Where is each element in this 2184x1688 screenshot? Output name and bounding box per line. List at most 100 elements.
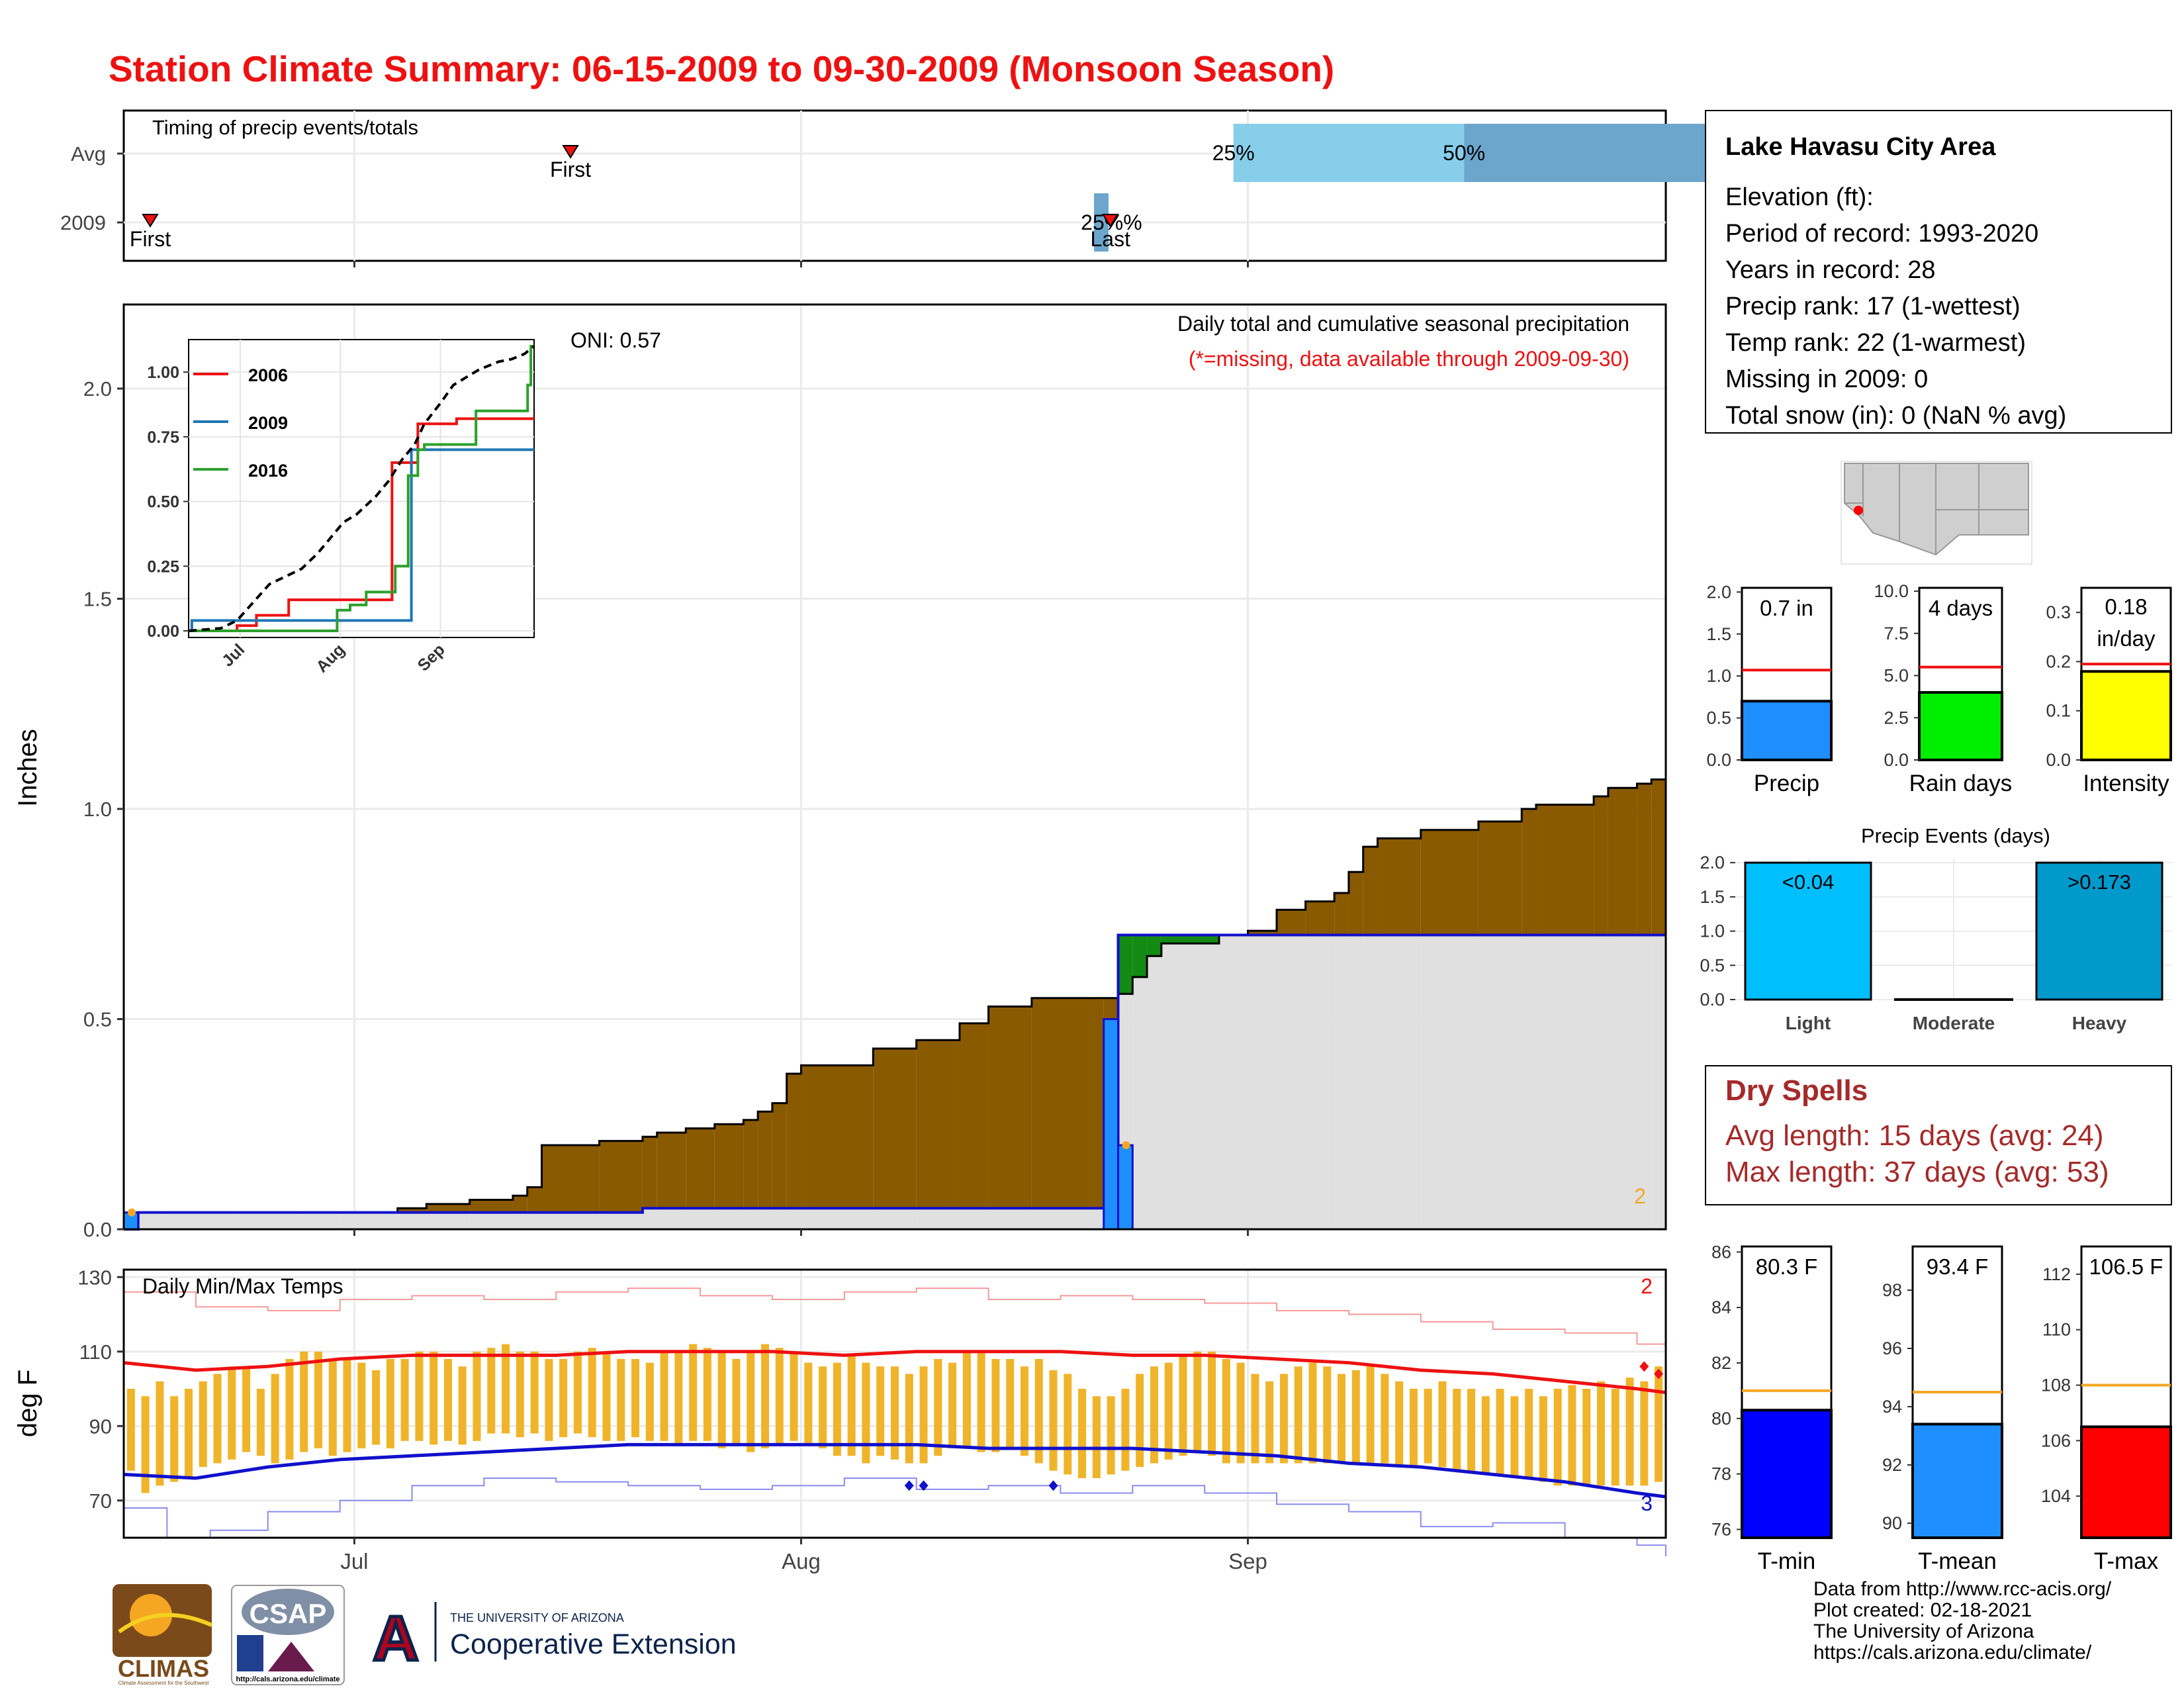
base-fill-segment (1594, 935, 1608, 1229)
avg-above-2009-segment (657, 1132, 686, 1209)
temp-range-bar (833, 1362, 841, 1456)
temp-record-low-marker (904, 1480, 914, 1491)
temp-range-bar (1323, 1366, 1332, 1464)
csap-wordmark: CSAP (250, 1598, 327, 1629)
raindays-gauge-tick-label: 5.0 (1884, 666, 1909, 686)
timing-2009-iqr (1094, 193, 1109, 252)
temp-range-bar (1279, 1374, 1288, 1464)
temp-range-bar (674, 1351, 683, 1445)
intensity-gauge-tick-label: 0.1 (2046, 701, 2071, 721)
temp-range-bar (199, 1381, 207, 1468)
temp-range-bar (415, 1351, 424, 1441)
base-fill-segment (1218, 935, 1248, 1229)
tmin-gauge-tick-label: 84 (1711, 1297, 1731, 1317)
timing-2009-last-label: Last (1091, 227, 1131, 251)
base-fill-segment (801, 1208, 874, 1229)
temp-range-bar (1395, 1381, 1404, 1468)
temp-range-bar (256, 1389, 265, 1456)
precip-gauge-tick-label: 0.0 (1706, 750, 1731, 770)
avg-above-2009-segment (426, 1203, 470, 1213)
temp-range-bar (962, 1351, 971, 1448)
events-tick-label: 1.0 (1700, 921, 1725, 941)
timing-2009-first-marker (142, 214, 159, 228)
tmin-gauge-tick-label: 76 (1711, 1519, 1731, 1539)
events-tick-label: 1.5 (1700, 887, 1725, 907)
base-fill-segment (1420, 935, 1479, 1229)
timing-row-avg: Avg (71, 142, 106, 165)
temp-range-bar (1020, 1366, 1028, 1456)
temp-range-bar (876, 1366, 885, 1456)
temp-range-bar (228, 1366, 236, 1460)
x-tick-label-jul: Jul (340, 1549, 368, 1573)
station-years: Years in record: 28 (1725, 256, 1936, 284)
tmax-gauge-tick-label: 112 (2042, 1264, 2071, 1284)
base-fill-segment (1363, 935, 1378, 1229)
timing-2009-first-label: First (130, 227, 171, 251)
temp-range-bar (1611, 1389, 1619, 1486)
precip-y-tick-label: 0.0 (83, 1218, 112, 1241)
tmin-gauge-tick-label: 80 (1711, 1409, 1731, 1429)
base-fill-segment (1132, 977, 1148, 1229)
tmean-gauge-tick-label: 90 (1882, 1513, 1902, 1533)
precip-events-title: Precip Events (days) (1861, 824, 2050, 847)
temp-y-tick-label: 70 (89, 1489, 112, 1513)
temp-range-bar (1179, 1355, 1187, 1456)
temp-range-bar (400, 1359, 409, 1441)
temp-range-bar (588, 1348, 596, 1438)
temp-record-high-marker (1639, 1361, 1649, 1372)
base-fill-segment (772, 1208, 787, 1229)
dry-spells-avg: Avg length: 15 days (avg: 24) (1725, 1119, 2104, 1152)
temp-range-bar (300, 1351, 308, 1452)
tmax-gauge-tick-label: 108 (2041, 1376, 2071, 1395)
tmax-gauge-value-label: 106.5 F (2089, 1254, 2163, 1279)
tmean-gauge-value-bar (1911, 1423, 2003, 1539)
temp-range-bar (1597, 1381, 1606, 1486)
daily-precip-bar-2 (1117, 1144, 1134, 1231)
avg-above-2009-segment (873, 1048, 917, 1209)
temp-y-tick-label: 110 (79, 1340, 112, 1364)
base-fill-segment (1377, 935, 1421, 1229)
base-fill-segment (1147, 956, 1161, 1229)
avg-above-2009-segment (1334, 893, 1349, 935)
precip-y-tick-label: 1.0 (83, 798, 112, 821)
locator-map (1841, 461, 2032, 565)
tmean-gauge-label: T-mean (1918, 1548, 1997, 1574)
climas-wordmark: CLIMAS (118, 1655, 209, 1682)
temp-range-bar (1351, 1370, 1360, 1464)
temp-range-bar (602, 1351, 611, 1441)
temp-range-bar (919, 1366, 928, 1464)
tmax-gauge-value-bar (2080, 1425, 2172, 1539)
temp-high-count: 2 (1641, 1274, 1653, 1298)
intensity-gauge-value-bar (2080, 670, 2172, 761)
ua-logo: A THE UNIVERSITY OF ARIZONA Cooperative … (371, 1602, 737, 1676)
timing-avg-p50-label: 50% (1443, 141, 1485, 165)
precip-gauge-label: Precip (1754, 771, 1819, 796)
base-fill-segment (1089, 1208, 1104, 1229)
tmean-gauge-tick-label: 92 (1882, 1455, 1902, 1475)
temp-avg-max-line (123, 1350, 1666, 1395)
temp-range-bar (1496, 1389, 1504, 1475)
temp-range-bar (1294, 1366, 1302, 1464)
precip-y-axis-label: Inches (13, 729, 42, 807)
temp-range-bar (430, 1351, 438, 1445)
precip-y-tick-label: 0.5 (83, 1008, 112, 1031)
avg-above-2009-segment (1348, 872, 1363, 935)
temp-range-bar (847, 1355, 856, 1456)
temp-range-bar (1265, 1381, 1274, 1464)
temp-range-bar (905, 1374, 913, 1464)
temp-y-tick-label: 130 (77, 1266, 112, 1289)
dry-spells-max: Max length: 37 days (avg: 53) (1725, 1156, 2109, 1188)
events-value-label-light: <0.04 (1782, 870, 1834, 894)
above-avg-2009-segment (1147, 935, 1161, 957)
base-fill-segment (138, 1212, 167, 1229)
ua-block-a: A (373, 1603, 418, 1674)
precip-chart-subtitle: (*=missing, data available through 2009-… (1189, 347, 1629, 371)
temp-range-bar (977, 1351, 985, 1452)
temp-range-bar (775, 1348, 784, 1445)
temp-range-bar (386, 1359, 394, 1448)
dry-spells-title: Dry Spells (1725, 1074, 1868, 1107)
base-fill-segment (1651, 935, 1666, 1229)
temp-range-bar (1409, 1389, 1418, 1468)
avg-above-2009-segment (1363, 847, 1378, 935)
